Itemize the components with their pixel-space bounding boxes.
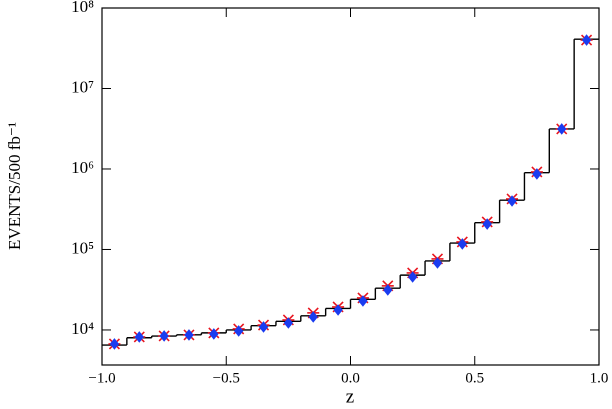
y-tick-label: 10⁶ xyxy=(71,158,94,177)
y-tick-label: 10⁸ xyxy=(71,0,94,16)
diamond-marker xyxy=(184,329,194,341)
diamond-marker xyxy=(134,331,144,343)
diamond-marker xyxy=(557,123,567,135)
diamond-marker xyxy=(209,328,219,340)
diamond-marker xyxy=(457,238,467,250)
x-tick-label: −0.5 xyxy=(213,370,240,386)
diamond-marker xyxy=(258,321,269,333)
diamond-marker xyxy=(507,195,517,207)
diamond-marker xyxy=(532,168,542,180)
diamond-marker xyxy=(407,271,418,283)
y-tick-label: 10⁵ xyxy=(71,238,94,257)
diamond-marker xyxy=(432,257,443,269)
x-tick-label: 0.5 xyxy=(465,370,484,386)
diamond-marker xyxy=(109,338,120,350)
x-tick-label: −1.0 xyxy=(88,370,115,386)
diamond-marker xyxy=(333,304,343,316)
diamond-marker xyxy=(234,325,244,337)
y-axis-label: EVENTS/500 fb⁻¹ xyxy=(5,122,24,250)
diamond-marker xyxy=(482,218,492,230)
diamond-marker xyxy=(383,284,393,296)
y-tick-label: 10⁴ xyxy=(71,319,94,338)
x-tick-label: 0.0 xyxy=(341,370,360,386)
diamond-marker xyxy=(283,317,294,329)
y-tick-label: 10⁷ xyxy=(71,77,94,96)
diamond-marker xyxy=(358,295,368,307)
diamond-marker xyxy=(308,311,318,323)
x-tick-label: 1.0 xyxy=(590,370,609,386)
diamond-marker xyxy=(581,34,592,46)
diamond-marker xyxy=(159,330,169,342)
x-axis-label: z xyxy=(346,386,354,407)
